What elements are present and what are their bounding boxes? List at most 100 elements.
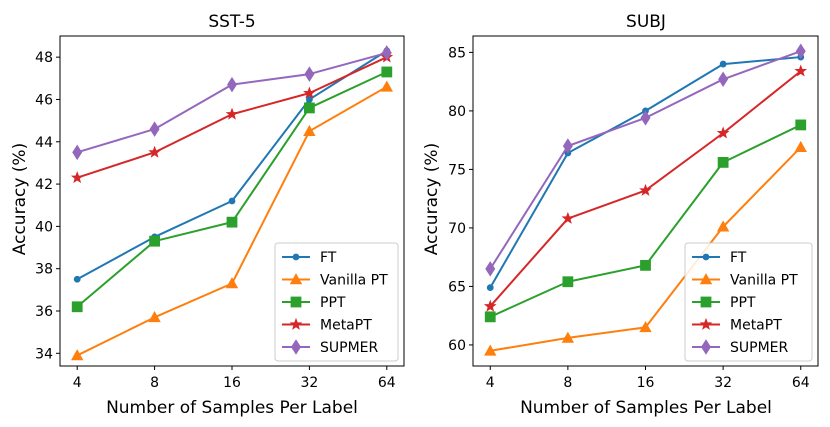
legend-marker <box>292 253 300 261</box>
series-ppt <box>484 119 807 323</box>
data-point <box>72 144 83 161</box>
data-point <box>485 261 496 277</box>
data-point <box>380 80 393 92</box>
data-point <box>226 216 238 228</box>
data-point <box>484 344 497 356</box>
data-point <box>794 64 808 77</box>
x-tick-label: 8 <box>150 375 159 391</box>
data-point <box>639 183 652 196</box>
y-tick-label: 46 <box>35 92 53 108</box>
data-point <box>484 311 496 323</box>
data-point <box>795 119 807 131</box>
legend-marker <box>291 339 301 355</box>
x-tick-label: 4 <box>486 375 495 391</box>
legend-box <box>684 242 813 362</box>
data-point <box>304 66 315 82</box>
legend: FT Vanilla PT PPT MetaPT SUPMER <box>274 242 399 362</box>
data-point <box>225 277 239 289</box>
x-tick-label: 4 <box>73 375 82 391</box>
data-point <box>73 275 81 283</box>
legend-marker <box>290 296 302 308</box>
y-tick-label: 60 <box>448 338 466 354</box>
data-point <box>486 284 494 291</box>
x-tick-label: 32 <box>300 375 318 391</box>
legend-item: PPT <box>282 295 346 311</box>
y-tick-label: 80 <box>448 104 466 120</box>
data-point <box>562 276 574 288</box>
data-point <box>303 124 316 136</box>
data-point <box>149 235 161 247</box>
y-axis-label: Accuracy (%) <box>10 143 30 255</box>
chart-title: SST-5 <box>208 12 255 32</box>
chart-sst5: SST-5 Accuracy (%) Number of Samples Per… <box>10 12 405 418</box>
x-tick-label: 64 <box>792 375 810 391</box>
chart-title: SUBJ <box>626 12 666 32</box>
series-line <box>489 50 802 270</box>
y-tick-label: 85 <box>448 45 466 61</box>
series-vanilla-pt <box>71 80 393 361</box>
data-point <box>640 110 651 126</box>
data-point <box>227 76 237 93</box>
data-point <box>719 60 727 68</box>
data-point <box>148 311 161 323</box>
data-point <box>795 43 806 59</box>
y-tick-label: 42 <box>35 177 53 193</box>
data-point <box>70 171 84 184</box>
data-point <box>639 321 652 333</box>
y-tick-label: 36 <box>35 304 53 320</box>
legend-label: FT <box>730 250 747 266</box>
data-point <box>483 299 497 312</box>
data-point <box>794 140 807 152</box>
legend-item: Vanilla PT <box>692 273 798 289</box>
x-axis-label: Number of Samples Per Label <box>106 398 358 418</box>
legend-box <box>274 242 399 362</box>
data-point <box>228 197 236 205</box>
y-tick-label: 38 <box>35 262 53 278</box>
legend-item: FT <box>282 250 337 266</box>
legend-label: PPT <box>730 295 756 311</box>
legend: FT Vanilla PT PPT MetaPT SUPMER <box>684 242 813 362</box>
x-tick-label: 16 <box>223 375 241 391</box>
legend-label: SUPMER <box>320 340 379 356</box>
legend-item: SUPMER <box>282 339 379 356</box>
legend-marker <box>289 273 303 285</box>
legend-marker <box>699 273 713 285</box>
data-point <box>717 156 729 168</box>
legend-item: FT <box>692 250 747 266</box>
legend-item: Vanilla PT <box>282 273 388 289</box>
legend-label: Vanilla PT <box>730 273 798 289</box>
x-axis-label: Number of Samples Per Label <box>520 398 772 418</box>
legend-label: MetaPT <box>320 318 372 334</box>
data-point <box>561 211 575 224</box>
data-point <box>149 121 160 137</box>
legend-marker <box>702 253 710 261</box>
data-point <box>718 71 729 88</box>
y-tick-label: 70 <box>448 221 466 237</box>
data-point <box>640 259 651 271</box>
series-metapt <box>70 50 394 184</box>
series-vanilla-pt <box>484 140 807 356</box>
legend-item: MetaPT <box>692 318 782 334</box>
x-tick-label: 32 <box>714 375 732 391</box>
data-point <box>305 96 313 103</box>
data-point <box>562 138 573 154</box>
y-tick-label: 40 <box>35 219 53 235</box>
data-point <box>303 102 315 114</box>
series-line <box>76 56 388 179</box>
series-metapt <box>483 64 808 312</box>
data-point <box>561 331 575 343</box>
data-point <box>71 301 83 313</box>
y-tick-label: 44 <box>35 135 53 151</box>
legend-label: FT <box>320 250 337 266</box>
legend-marker <box>289 317 303 330</box>
x-tick-label: 64 <box>378 375 396 391</box>
data-point <box>303 86 316 99</box>
legend-label: SUPMER <box>730 340 789 356</box>
legend-item: SUPMER <box>692 339 789 356</box>
data-point <box>381 45 392 61</box>
legend-marker <box>700 296 712 308</box>
legend-label: Vanilla PT <box>320 273 388 289</box>
legend-label: MetaPT <box>730 318 782 334</box>
series-ppt <box>71 66 393 313</box>
